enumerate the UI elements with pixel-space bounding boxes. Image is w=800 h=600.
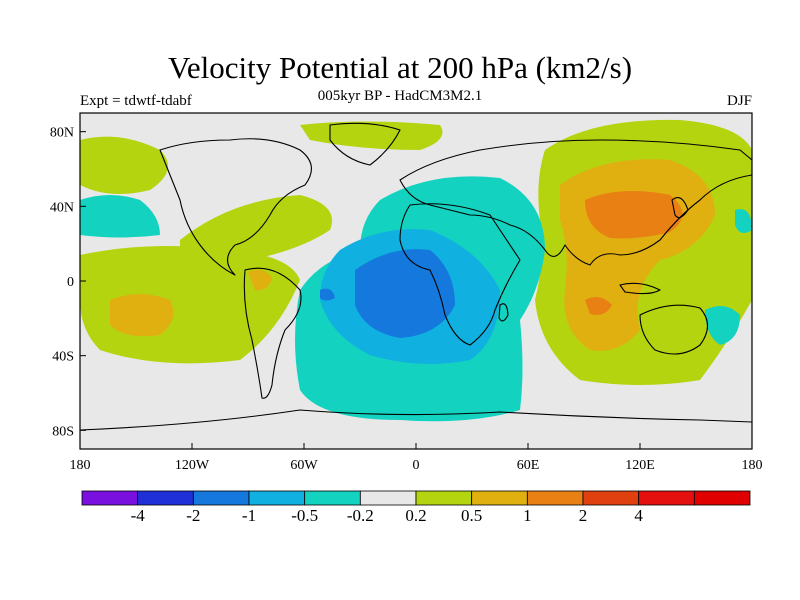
coastlines <box>80 122 752 431</box>
y-tick-label: 0 <box>67 275 74 290</box>
x-tick-label: 60E <box>517 458 540 473</box>
colorbar <box>81 490 751 506</box>
colorbar-label: 0.5 <box>461 506 483 525</box>
colorbar-label: -0.5 <box>291 506 319 525</box>
positive-core-east-asia <box>585 191 683 239</box>
negative-region-east-edge <box>735 209 752 234</box>
axis-ticks: 180 120W 60W 0 60E 120E 180 80N 40N 0 40S 80S <box>50 126 763 473</box>
y-tick-label: 40S <box>52 350 74 365</box>
positive-region-north-pacific <box>80 136 168 194</box>
y-tick-label: 40N <box>50 200 74 215</box>
coastline-greenland <box>329 122 401 166</box>
y-tick-label: 80S <box>52 424 74 439</box>
y-tick-label: 80N <box>50 126 74 141</box>
colorbar-swatch <box>638 490 695 506</box>
x-tick-label: 180 <box>70 458 91 473</box>
negative-region-west-pacific <box>705 306 740 345</box>
colorbar-swatch <box>693 490 751 506</box>
colorbar-label: 1 <box>523 506 532 525</box>
x-tick-label: 120W <box>175 458 210 473</box>
negative-core-small-atlantic <box>320 288 335 301</box>
coastline-south-america <box>243 267 302 399</box>
map-subtitle: 005kyr BP - HadCM3M2.1 <box>317 88 483 104</box>
colorbar-label: 4 <box>634 506 643 525</box>
colorbar-label: -0.2 <box>346 506 374 525</box>
x-tick-label: 60W <box>290 458 318 473</box>
colorbar-label: -4 <box>130 506 145 525</box>
coastline-north-america <box>159 138 312 276</box>
coastline-indonesia <box>619 282 661 295</box>
colorbar-swatch <box>471 490 528 506</box>
positive-region-atlantic-north <box>180 195 332 263</box>
experiment-label: Expt = tdwtf-tdabf <box>80 93 192 109</box>
colorbar-swatch <box>81 490 139 506</box>
positive-region-greenland <box>300 121 443 150</box>
colorbar-label: 2 <box>578 506 588 525</box>
positive-region-pacific-strong <box>110 294 174 337</box>
colorbar-label: -2 <box>186 506 201 525</box>
x-tick-label: 120E <box>625 458 655 473</box>
colorbar-swatch <box>137 490 194 506</box>
colorbar-swatch <box>304 490 361 506</box>
colorbar-swatch <box>248 490 306 506</box>
positive-core-indian-ocean <box>585 296 612 315</box>
coastline-antarctica <box>80 409 752 431</box>
colorbar-label: -1 <box>241 506 257 525</box>
negative-core-south-atlantic <box>355 249 455 338</box>
x-tick-label: 180 <box>742 458 763 473</box>
map-title: Velocity Potential at 200 hPa (km2/s) <box>167 50 633 85</box>
coastline-eurasia <box>399 139 752 266</box>
contour-field <box>80 113 752 449</box>
coastline-madagascar <box>498 303 509 322</box>
colorbar-swatch <box>415 490 473 506</box>
season-label: DJF <box>726 93 752 109</box>
x-tick-label: 0 <box>413 458 420 473</box>
coastline-japan <box>671 197 689 219</box>
positive-region-south-america <box>248 269 272 291</box>
coastline-africa <box>399 203 521 346</box>
colorbar-swatch <box>582 490 640 506</box>
colorbar-swatch <box>359 490 417 506</box>
colorbar-label: 0.2 <box>405 506 427 525</box>
colorbar-swatch <box>526 490 584 506</box>
colorbar-swatch <box>192 490 250 506</box>
negative-region-north-pacific <box>80 195 160 238</box>
coastline-australia <box>639 304 709 355</box>
